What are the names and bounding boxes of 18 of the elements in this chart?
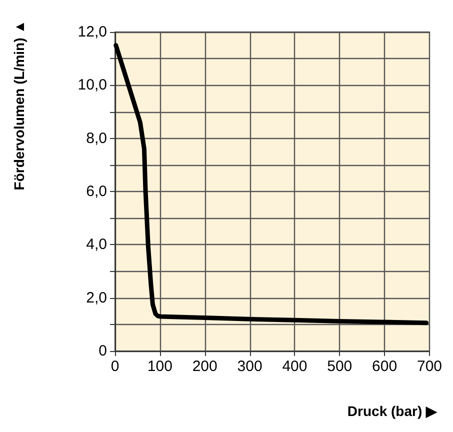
x-tick-label: 700: [416, 358, 442, 375]
x-tick-label: 100: [147, 358, 172, 375]
line-series: [114, 43, 429, 326]
y-tick-label: 10,0: [78, 76, 107, 94]
x-tick-label: 500: [327, 358, 352, 375]
x-axis-title: Druck (bar) ▶: [347, 403, 438, 419]
x-tick-label: 200: [192, 358, 218, 375]
y-tick-label: 8,0: [86, 130, 107, 147]
x-tick-label: 300: [237, 358, 262, 375]
x-tick-label: 400: [282, 358, 308, 375]
y-tick-label: 0: [98, 342, 107, 360]
y-tick-label: 6,0: [86, 183, 107, 200]
y-tick-label: 4,0: [86, 236, 107, 254]
x-tick-label: 0: [110, 358, 120, 375]
y-axis-title: Fördervolumen (L/min) ▲: [11, 20, 27, 190]
y-tick-label: 2,0: [86, 289, 107, 306]
x-tick-label: 600: [372, 358, 398, 375]
y-tick-label: 12,0: [78, 24, 107, 40]
